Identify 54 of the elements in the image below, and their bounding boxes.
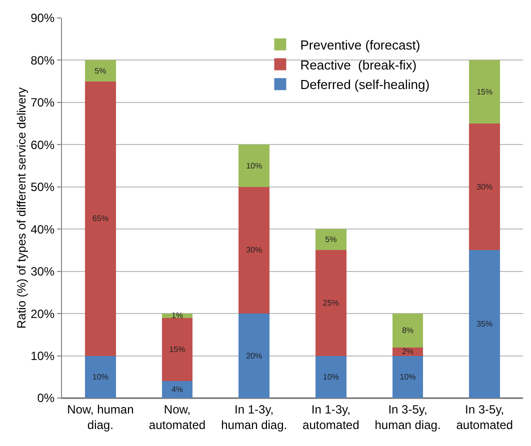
data-label: 1% (171, 311, 184, 320)
data-label: 10% (92, 372, 108, 382)
bar (162, 318, 193, 382)
data-label: 8% (402, 326, 414, 335)
x-tick-label: Now, human diag. (67, 402, 134, 432)
y-tick-label: 50% (30, 180, 55, 194)
data-label: 10% (322, 372, 339, 382)
legend-label: Preventive (forecast) (300, 37, 420, 52)
bar (238, 186, 270, 314)
bar (469, 124, 500, 250)
bar (316, 356, 346, 398)
y-axis-title: Ratio (%) of types of different service delivery (14, 87, 29, 329)
bar (85, 356, 116, 398)
data-label: 25% (322, 298, 339, 308)
data-label: 2% (402, 347, 414, 356)
y-tick-label: 70% (30, 96, 55, 110)
x-tick-label: In 3-5y, human diag. (374, 402, 441, 432)
bar (238, 144, 270, 187)
data-label: 5% (94, 66, 106, 76)
data-label: 30% (476, 182, 493, 192)
data-label: 35% (476, 320, 493, 329)
x-tick-label: Now, automated (148, 402, 206, 432)
data-label: 65% (92, 214, 108, 224)
y-tick-label: 30% (30, 264, 55, 279)
x-tick-label: In 3-5y, automated (456, 402, 513, 432)
data-label: 15% (169, 344, 186, 354)
y-tick-label: 60% (30, 138, 55, 152)
y-tick-label: 20% (30, 306, 55, 321)
bar (85, 81, 116, 356)
y-tick-label: 40% (30, 222, 55, 236)
y-tick-label: 80% (30, 53, 55, 68)
data-label: 10% (246, 161, 262, 170)
data-label: 5% (325, 235, 337, 244)
y-tick-label: 10% (30, 348, 55, 363)
bar (392, 314, 424, 348)
data-label: 30% (246, 246, 262, 255)
legend-label: Deferred (self-healing) (300, 77, 430, 92)
x-tick-label: In 1-3y, human diag. (221, 402, 288, 432)
legend-label: Reactive (break-fix) (300, 57, 417, 72)
bar (162, 381, 193, 398)
bar (469, 60, 500, 124)
bar (392, 356, 424, 398)
data-label: 10% (400, 372, 416, 382)
y-tick-label: 90% (30, 11, 55, 26)
bar (316, 229, 346, 250)
bar (85, 60, 116, 82)
y-tick-label: 0% (37, 391, 55, 406)
bar (238, 314, 270, 398)
data-label: 4% (171, 385, 184, 394)
data-label: 15% (476, 87, 493, 96)
data-label: 20% (246, 351, 262, 360)
bar (469, 250, 500, 398)
x-tick-label: In 1-3y, automated (302, 402, 360, 432)
bar (316, 250, 346, 356)
